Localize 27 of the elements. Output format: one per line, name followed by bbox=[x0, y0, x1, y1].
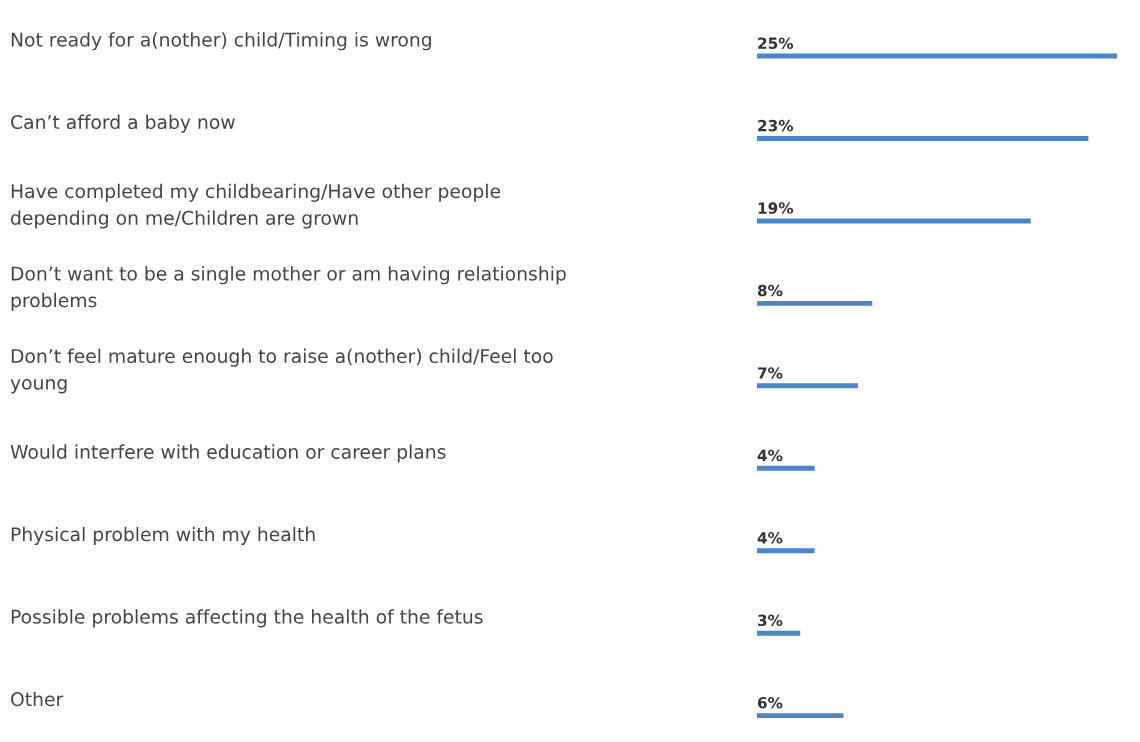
bar bbox=[757, 713, 844, 719]
y-tick-label: Would interfere with education or career plans bbox=[10, 444, 446, 463]
y-tick-label: Physical problem with my health bbox=[11, 526, 315, 545]
data-label: 25% bbox=[758, 37, 794, 49]
y-tick-label: Not ready for a(nother) child/Timing is wrong bbox=[11, 32, 431, 51]
bar bbox=[757, 136, 1089, 141]
data-label: 4% bbox=[757, 449, 783, 462]
data-label: 3% bbox=[758, 614, 783, 627]
bar bbox=[757, 218, 1031, 224]
bar bbox=[757, 53, 1118, 59]
y-tick-label: Other bbox=[11, 691, 64, 707]
bar bbox=[757, 300, 873, 306]
data-label: 4% bbox=[757, 532, 783, 544]
y-tick-label: Can’t afford a baby now bbox=[11, 114, 235, 133]
data-label: 19% bbox=[758, 202, 794, 214]
y-tick-label: Don’t feel mature enough to raise a(nother) child/Feel too young bbox=[10, 348, 553, 394]
bar bbox=[757, 630, 801, 636]
data-label: 8% bbox=[757, 284, 783, 297]
data-label: 6% bbox=[757, 696, 783, 709]
data-label: 23% bbox=[758, 119, 794, 132]
y-tick-label: Don’t want to be a single mother or am having relationship problems bbox=[11, 266, 566, 311]
bar bbox=[757, 465, 815, 471]
y-tick-label: Have completed my childbearing/Have other people depending on me/Children are grown bbox=[11, 183, 501, 229]
bar bbox=[757, 548, 815, 554]
bar bbox=[757, 383, 858, 389]
y-tick-label: Possible problems affecting the health of the fetus bbox=[11, 609, 483, 628]
data-label: 7% bbox=[758, 367, 783, 379]
